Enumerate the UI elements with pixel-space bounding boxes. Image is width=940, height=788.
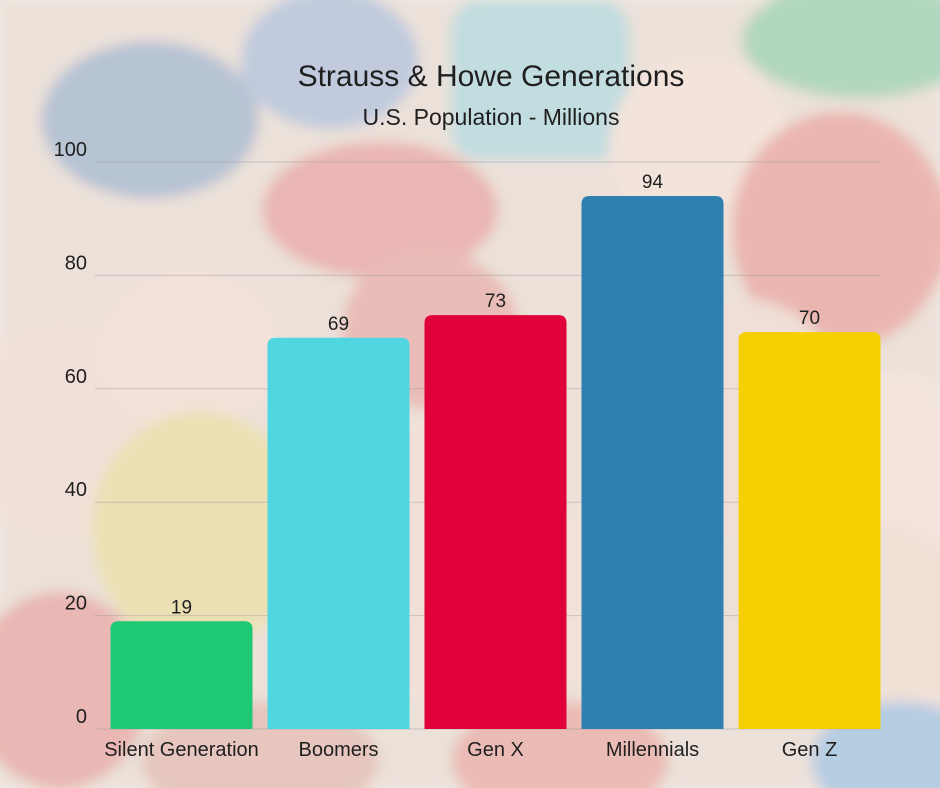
y-tick-label: 100 (54, 139, 87, 161)
data-label: 73 (485, 291, 506, 312)
bar-gen-x (424, 315, 567, 729)
category-label: Gen X (467, 739, 524, 761)
category-labels: Silent Generation Boomers Gen X Millennials… (104, 739, 837, 761)
category-label: Boomers (298, 739, 378, 761)
data-label: 19 (171, 597, 192, 618)
bar-gen-z (738, 332, 881, 729)
y-tick-label: 80 (65, 252, 87, 274)
bar-boomers (267, 337, 410, 729)
chart-title: Strauss & Howe Generations (298, 60, 685, 93)
data-label: 94 (642, 172, 664, 193)
bar-millennials (581, 196, 724, 729)
bar-silent-generation (110, 621, 253, 729)
y-axis-ticks: 0 20 40 60 80 100 (54, 139, 87, 728)
data-label: 69 (328, 314, 349, 335)
bars (110, 196, 881, 729)
chart-subtitle: U.S. Population - Millions (363, 104, 620, 130)
y-tick-label: 60 (65, 366, 87, 388)
y-tick-label: 20 (65, 593, 87, 615)
data-label: 70 (799, 308, 820, 329)
category-label: Silent Generation (104, 739, 259, 761)
category-label: Millennials (606, 739, 699, 761)
category-label: Gen Z (782, 739, 838, 761)
y-tick-label: 0 (76, 706, 87, 728)
y-tick-label: 40 (65, 479, 87, 501)
data-labels: 19 69 73 94 70 (171, 172, 820, 618)
